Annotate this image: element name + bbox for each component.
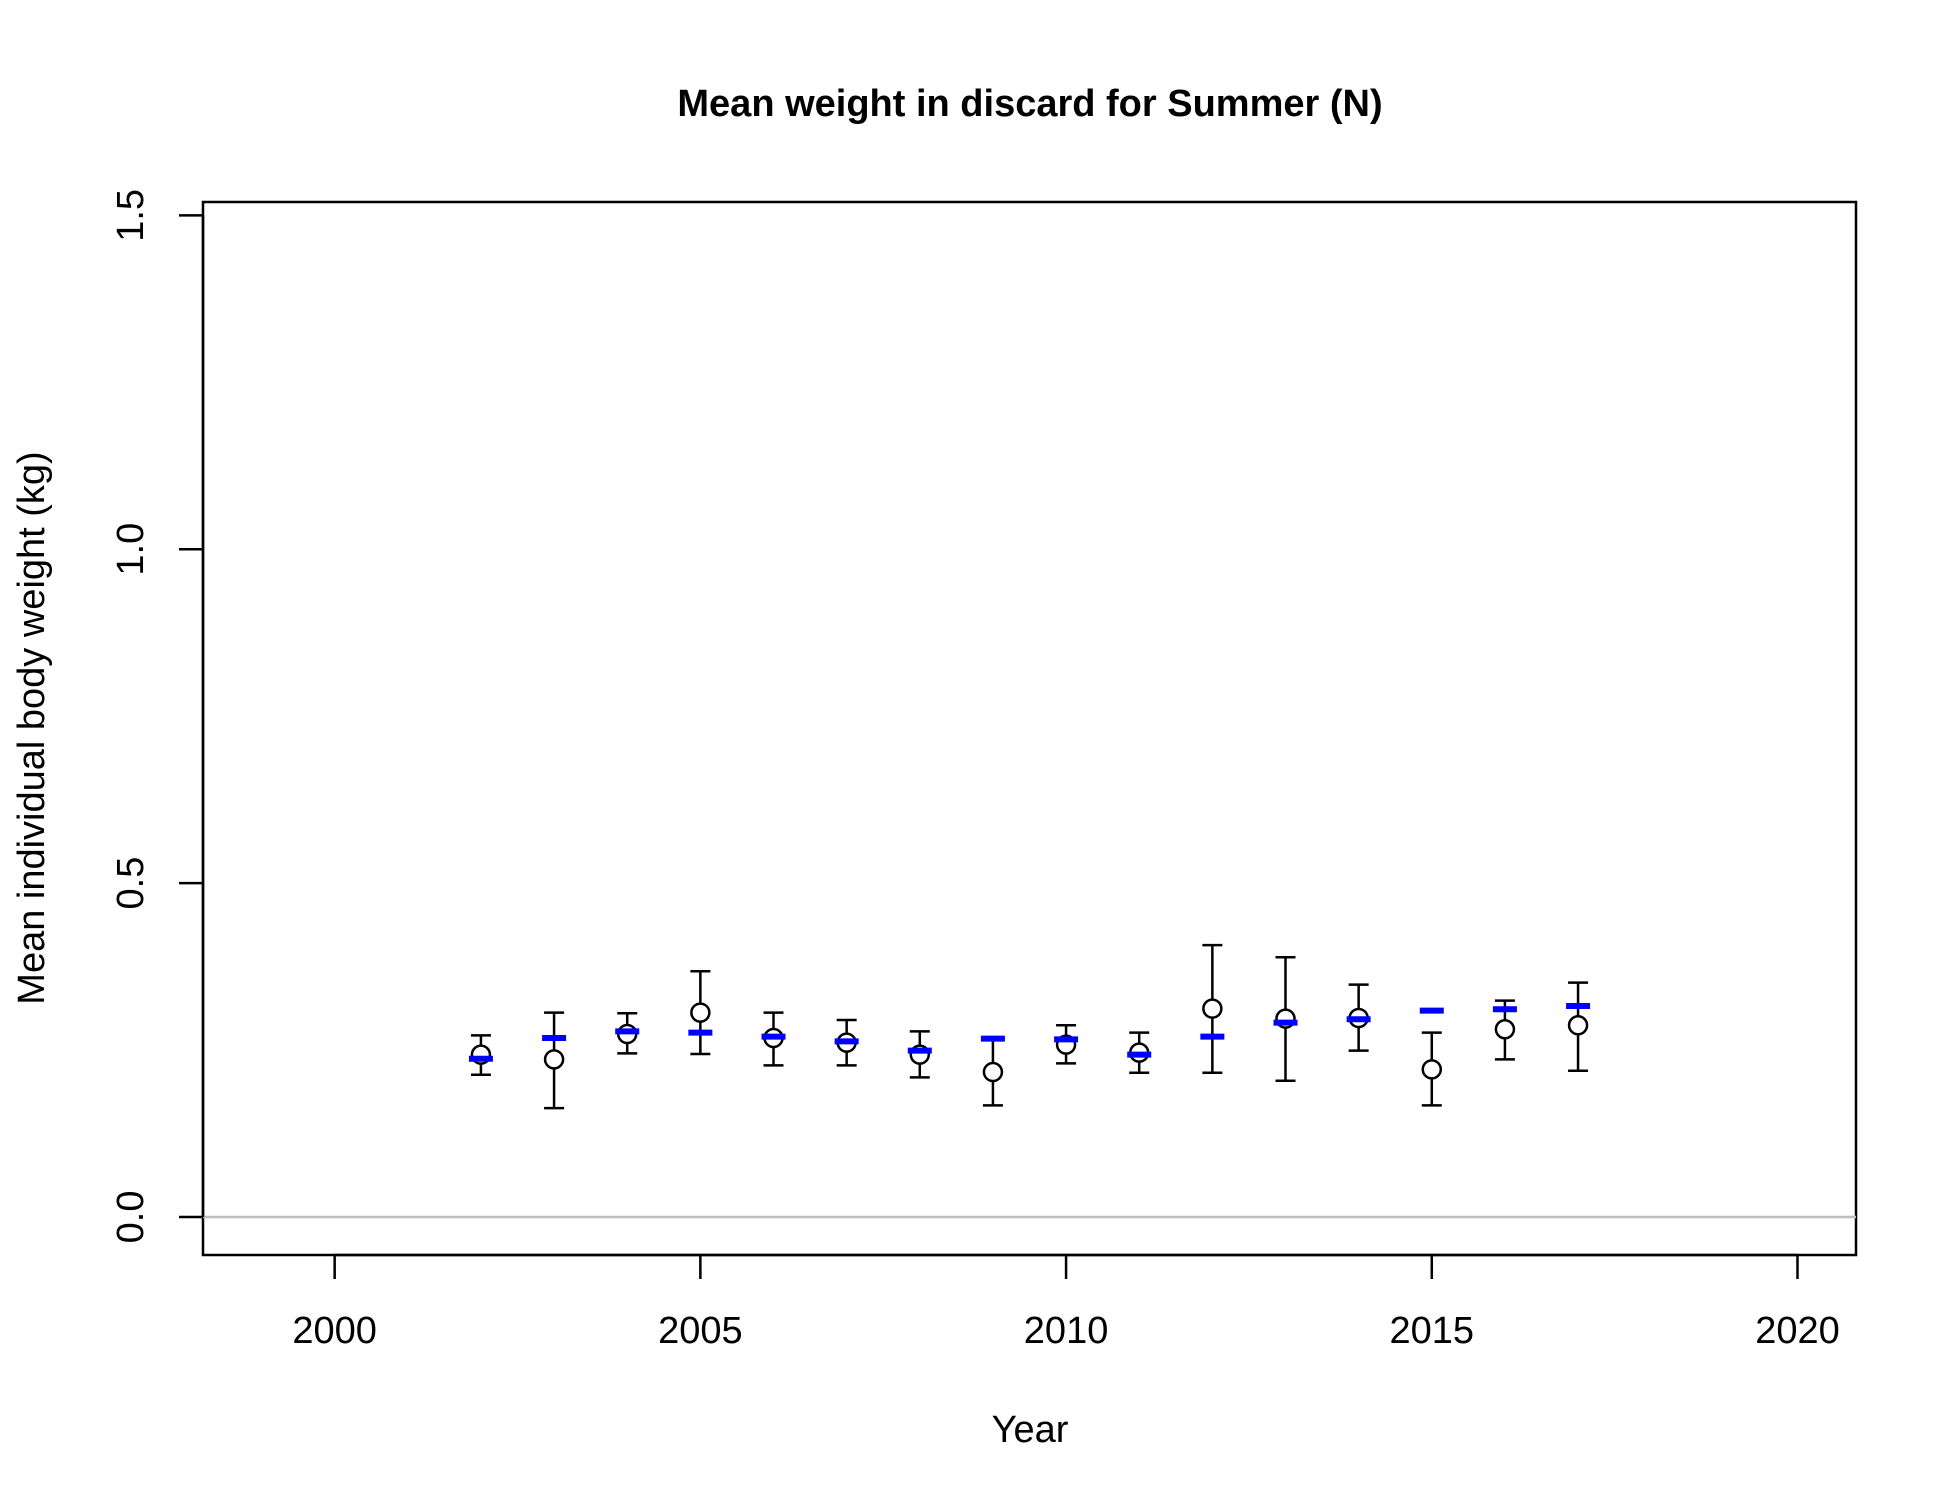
observed-points-layer xyxy=(470,998,1589,1083)
y-axis: 0.0 0.5 1.0 1.5 xyxy=(110,189,205,1244)
plot-area-frame xyxy=(201,200,1858,1257)
x-tick-label: 2020 xyxy=(1755,1310,1840,1352)
x-axis: 2000 2005 2010 2015 2020 xyxy=(292,1253,1840,1352)
error-bar-layer xyxy=(470,943,1589,1110)
observed-point xyxy=(1494,1019,1516,1040)
observed-point xyxy=(1567,1015,1589,1036)
observed-point xyxy=(1421,1059,1443,1080)
observed-point xyxy=(690,1002,711,1023)
y-tick-label: 1.5 xyxy=(110,189,152,242)
x-tick-label: 2005 xyxy=(658,1310,743,1352)
chart-title: Mean weight in discard for Summer (N) xyxy=(677,83,1382,125)
y-tick-label: 0.5 xyxy=(110,857,152,910)
observed-point xyxy=(982,1061,1004,1083)
y-tick-label: 0.0 xyxy=(110,1191,152,1244)
x-tick-label: 2015 xyxy=(1390,1310,1475,1352)
observed-point xyxy=(1202,998,1223,1019)
x-tick-label: 2000 xyxy=(292,1310,377,1352)
fitted-values-layer xyxy=(468,1002,1591,1062)
y-axis-label: Mean individual body weight (kg) xyxy=(11,451,53,1004)
observed-point xyxy=(543,1049,565,1070)
y-tick-label: 1.0 xyxy=(110,523,152,576)
x-axis-label: Year xyxy=(992,1409,1069,1451)
x-tick-label: 2010 xyxy=(1024,1310,1109,1352)
